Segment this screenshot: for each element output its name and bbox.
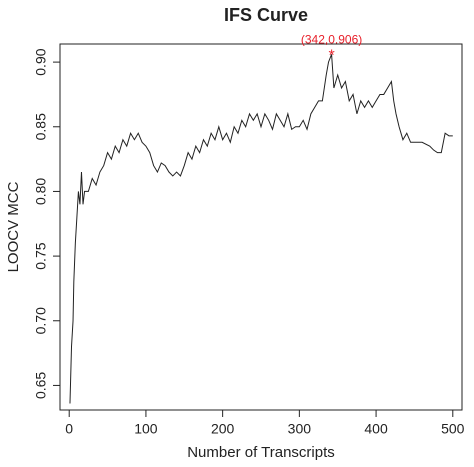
x-tick-label: 500 [441,421,465,437]
y-tick-label: 0.75 [33,242,49,269]
y-tick-label: 0.65 [33,372,49,399]
x-tick-label: 400 [364,421,388,437]
x-tick-label: 200 [211,421,235,437]
y-axis-label: LOOCV MCC [5,181,22,272]
x-tick-label: 300 [288,421,312,437]
y-tick-label: 0.85 [33,113,49,140]
plot-frame [59,43,463,411]
y-tick-label: 0.80 [33,178,49,205]
y-tick-label: 0.70 [33,307,49,334]
data-line [69,54,453,404]
x-axis-label: Number of Transcripts [187,444,335,461]
annotation-marker: * [328,48,334,65]
x-tick-label: 100 [134,421,158,437]
chart-title: IFS Curve [224,5,308,25]
y-tick-label: 0.90 [33,48,49,75]
annotation-label: (342,0.906) [301,33,362,47]
x-tick-label: 0 [65,421,73,437]
